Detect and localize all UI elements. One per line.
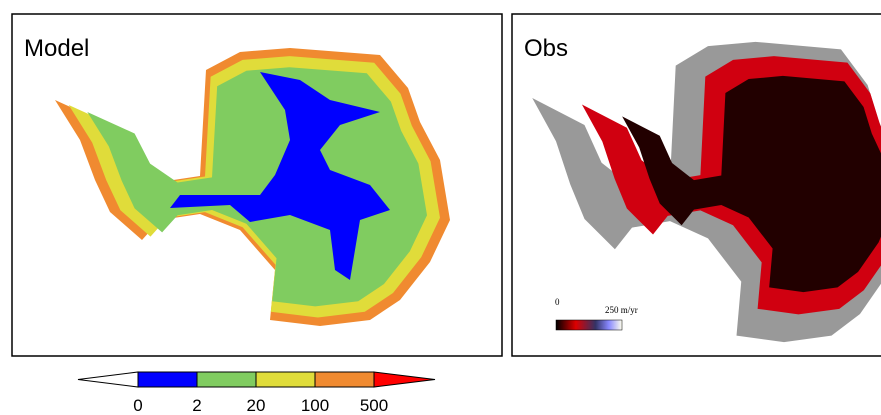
- colorbar-extension: [78, 372, 138, 387]
- colorbar-tick-label: 100: [301, 396, 329, 415]
- colorbar-extension: [374, 372, 435, 387]
- scale-bar: [556, 320, 622, 330]
- colorbar-tick-label: 500: [360, 396, 388, 415]
- colorbar-segment: [197, 372, 256, 387]
- colorbar-tick-label: 0: [133, 396, 142, 415]
- panel-title: Obs: [524, 35, 568, 62]
- colorbar-tick-label: 2: [192, 396, 201, 415]
- page: Model Obs 0 250 m/yr 0220100500 (() => {…: [0, 0, 881, 415]
- colorbar-segment: [256, 372, 315, 387]
- figure: Model Obs 0 250 m/yr 0 2 20 100 500: [0, 0, 881, 415]
- colorbar-tick-label: 20: [247, 396, 266, 415]
- colorbar-segment: [315, 372, 374, 387]
- scale-label: 0: [555, 297, 560, 307]
- colorbar-segment: [138, 372, 197, 387]
- colorbar: 0 2 20 100 500: [78, 372, 435, 415]
- panel-title: Model: [24, 35, 89, 62]
- scale-label: 250 m/yr: [605, 305, 638, 315]
